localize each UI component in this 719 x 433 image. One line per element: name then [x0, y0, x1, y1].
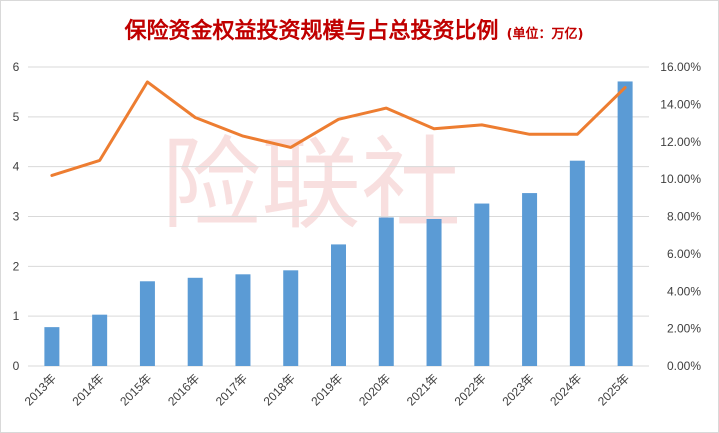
bar — [92, 314, 108, 366]
bar-series — [44, 81, 633, 367]
watermark: 险联社 — [161, 126, 461, 243]
y-right-axis: 0.00% 2.00% 4.00% 6.00% 8.00% 10.00% 12.00% 14.… — [660, 60, 701, 373]
x-tick-label: 2017年 — [213, 371, 250, 408]
bar — [44, 327, 60, 366]
chart-title-unit: (单位：万亿) — [507, 26, 584, 42]
y-left-tick-label: 3 — [13, 210, 20, 224]
bar — [522, 193, 538, 366]
x-tick-label: 2021年 — [404, 371, 441, 408]
y-right-tick-label: 4.00% — [667, 284, 701, 298]
x-tick-label: 2019年 — [308, 371, 345, 408]
x-tick-label: 2025年 — [595, 371, 632, 408]
x-tick-label: 2022年 — [452, 371, 489, 408]
y-left-tick-label: 6 — [13, 60, 20, 74]
y-right-tick-label: 16.00% — [660, 60, 701, 74]
x-tick-label: 2015年 — [117, 371, 154, 408]
x-tick-label: 2016年 — [165, 371, 202, 408]
line-series — [50, 80, 627, 177]
x-axis: 2013年 2014年 2015年 2016年 2017年 2018年 2019年 2020年… — [22, 371, 632, 408]
x-tick-label: 2014年 — [70, 371, 107, 408]
y-left-tick-label: 0 — [13, 359, 20, 373]
bar — [187, 277, 203, 366]
y-right-tick-label: 10.00% — [660, 172, 701, 186]
y-right-tick-label: 0.00% — [667, 359, 701, 373]
chart-title-main: 保险资金权益投资规模与占总投资比例 — [124, 18, 499, 44]
y-right-tick-label: 2.00% — [667, 322, 701, 336]
x-tick-label: 2023年 — [499, 371, 536, 408]
bar — [617, 81, 633, 367]
y-left-tick-label: 5 — [13, 110, 20, 124]
x-tick-label: 2013年 — [22, 371, 59, 408]
y-right-tick-label: 14.00% — [660, 97, 701, 111]
line-path — [50, 80, 627, 177]
y-left-tick-label: 4 — [13, 160, 20, 174]
bar — [139, 281, 155, 366]
bar — [569, 160, 585, 366]
watermark-text: 险联社 — [161, 126, 461, 243]
x-tick-label: 2018年 — [261, 371, 298, 408]
y-left-tick-label: 1 — [13, 309, 20, 323]
y-left-axis: 0 1 2 3 4 5 6 — [13, 60, 20, 373]
bar — [283, 270, 299, 366]
x-tick-label: 2024年 — [547, 371, 584, 408]
y-left-tick-label: 2 — [13, 259, 20, 273]
bar — [474, 203, 490, 366]
bar — [235, 274, 251, 366]
y-right-tick-label: 8.00% — [667, 210, 701, 224]
bar — [426, 218, 442, 366]
y-right-tick-label: 12.00% — [660, 135, 701, 149]
chart-title: 保险资金权益投资规模与占总投资比例 (单位：万亿) — [124, 18, 584, 44]
x-tick-label: 2020年 — [356, 371, 393, 408]
bar — [331, 244, 346, 366]
y-right-tick-label: 6.00% — [667, 247, 701, 261]
bar — [378, 217, 394, 366]
